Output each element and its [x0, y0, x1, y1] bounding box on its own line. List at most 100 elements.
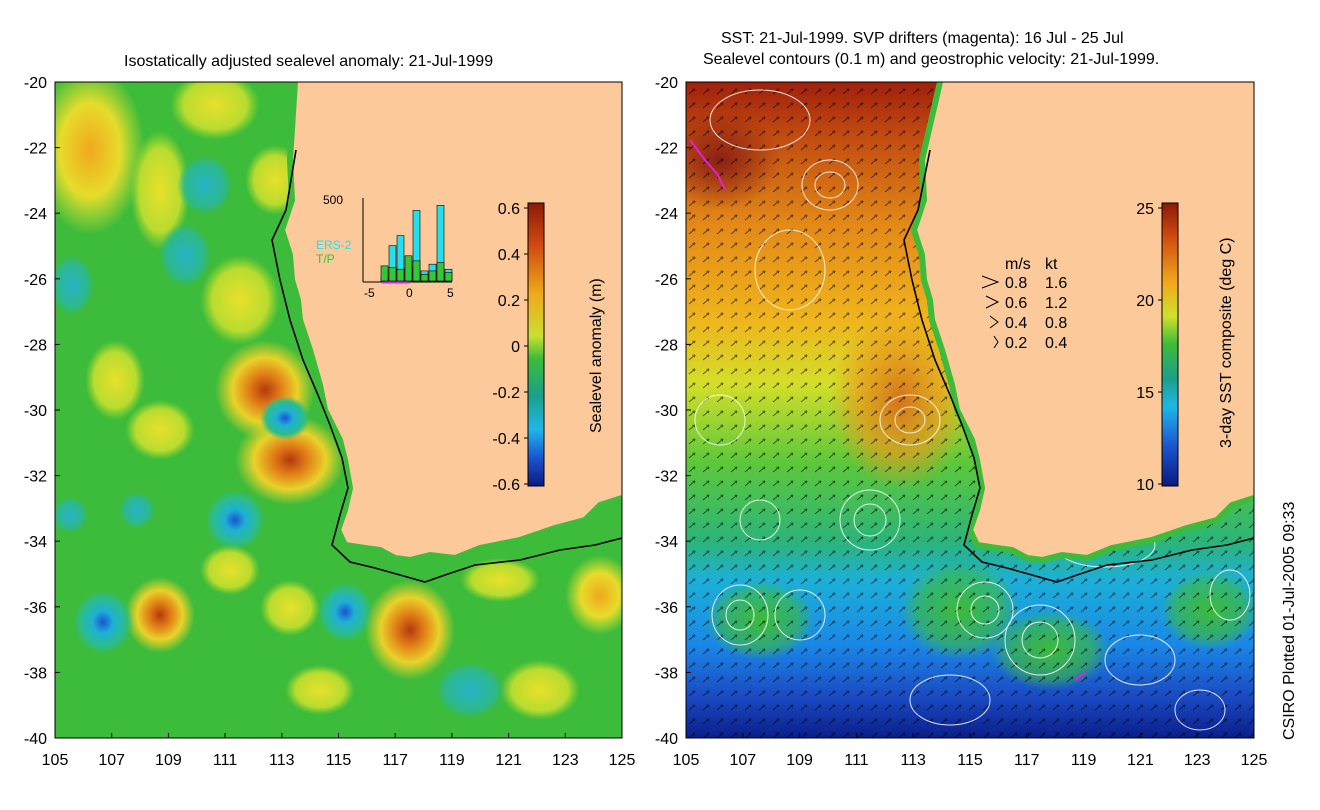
- inset-xtick-0: 0: [406, 286, 413, 300]
- left-lat-label: -24: [24, 206, 47, 223]
- left-colorbar-tick-label: 0.6: [498, 201, 520, 218]
- left-lat-label: -20: [24, 75, 47, 92]
- left-lon-label: 121: [495, 752, 522, 769]
- right-lat-label: -28: [655, 337, 678, 354]
- speed-legend-arrow-icon: [985, 295, 1000, 309]
- right-map: [686, 82, 1254, 738]
- right-sealevel-contours: [694, 89, 1251, 731]
- right-colorbar-ramp: [1161, 202, 1179, 487]
- speed-legend-ms: 0.6: [1005, 295, 1027, 312]
- left-lat-label: -38: [24, 665, 47, 682]
- inset-bar-tp: [388, 267, 397, 282]
- inset-bars: [380, 205, 453, 282]
- left-lat-label: -30: [24, 403, 47, 420]
- left-lon-label: 117: [382, 752, 408, 769]
- right-colorbar-tick-label: 10: [1136, 477, 1154, 494]
- left-lon-label: 111: [213, 752, 237, 769]
- left-lon-label: 107: [98, 752, 125, 769]
- right-coast-shelf: [910, 82, 1254, 564]
- inset-legend-ers2: ERS-2: [316, 238, 352, 252]
- right-lon-label: 107: [729, 752, 756, 769]
- left-lat-label: -32: [24, 469, 47, 486]
- left-lon-label: 115: [326, 752, 352, 769]
- left-lon-label: 125: [609, 752, 636, 769]
- right-colorbar-tick-label: 25: [1136, 201, 1154, 218]
- footer-credit: CSIRO Plotted 01-Jul-2005 09:33: [1281, 501, 1298, 740]
- right-lat-label: -20: [655, 75, 678, 92]
- right-drifter-track-2: [1074, 672, 1086, 681]
- left-lon-label: 109: [155, 752, 182, 769]
- inset-xtick-5: 5: [447, 286, 454, 300]
- right-colorbar-label: 3-day SST composite (deg C): [1218, 237, 1235, 448]
- speed-legend-kt: 0.4: [1045, 335, 1067, 352]
- left-lat-label: -22: [24, 141, 47, 158]
- left-colorbar: 0.6 0.4 0.2 0 -0.2 -0.4 -0.6: [492, 201, 545, 494]
- right-isobath: [903, 149, 1254, 583]
- right-lon-label: 111: [844, 752, 868, 769]
- left-colorbar-tick-label: -0.6: [492, 477, 520, 494]
- right-colorbar-tick-label: 20: [1136, 293, 1154, 310]
- left-isobath: [271, 149, 622, 583]
- inset-bar-tp: [436, 262, 445, 282]
- left-coast-shelf: [278, 82, 622, 564]
- left-lon-label: 113: [269, 752, 295, 769]
- speed-legend-header-ms: m/s: [1005, 256, 1031, 273]
- inset-bar-tp: [380, 265, 389, 282]
- right-lat-label: -36: [655, 600, 678, 617]
- inset-bar-tp: [444, 272, 453, 282]
- right-lon-label: 125: [1241, 752, 1268, 769]
- right-map-title-line1: SST: 21-Jul-1999. SVP drifters (magenta)…: [721, 30, 1124, 47]
- left-colorbar-tick-label: 0.4: [498, 247, 520, 264]
- left-colorbar-tick-label: -0.2: [492, 385, 520, 402]
- speed-legend-arrow-icon: [993, 335, 999, 349]
- right-drifter-track: [689, 139, 726, 191]
- left-lon-label: 119: [439, 752, 465, 769]
- right-lon-label: 121: [1127, 752, 1154, 769]
- speed-legend-ms: 0.2: [1005, 335, 1027, 352]
- left-colorbar-tick-label: -0.4: [492, 431, 520, 448]
- right-colorbar-tick-label: 15: [1136, 385, 1154, 402]
- inset-bar-tp: [420, 273, 429, 282]
- inset-histogram: 500 ERS-2 T/P -5 0 5: [316, 193, 454, 300]
- right-lat-label: -26: [655, 272, 678, 289]
- left-lon-label: 105: [42, 752, 69, 769]
- right-lat-label: -34: [655, 534, 678, 551]
- left-lat-label: -28: [24, 337, 47, 354]
- right-lon-label: 113: [900, 752, 926, 769]
- right-lon-label: 119: [1071, 752, 1097, 769]
- left-map: [55, 82, 622, 738]
- right-lat-label: -32: [655, 469, 678, 486]
- speed-legend-kt: 1.2: [1045, 295, 1067, 312]
- left-lat-label: -40: [24, 731, 47, 748]
- right-lat-label: -24: [655, 206, 678, 223]
- right-lon-label: 115: [957, 752, 983, 769]
- right-lon-label: 117: [1014, 752, 1040, 769]
- left-lat-label: -36: [24, 600, 47, 617]
- inset-ymax-label: 500: [323, 193, 343, 207]
- inset-bar-tp: [404, 255, 413, 282]
- speed-legend-ms: 0.8: [1005, 275, 1027, 292]
- inset-bar-tp: [412, 260, 421, 282]
- right-lon-label: 123: [1184, 752, 1211, 769]
- speed-legend-header-kt: kt: [1045, 256, 1058, 273]
- left-lon-label: 123: [552, 752, 579, 769]
- speed-legend: m/s kt 0.8 1.6 0.6 1.2 0.4 0.8 0.2 0.4: [981, 256, 1067, 352]
- speed-legend-arrow-icon: [981, 275, 1000, 289]
- speed-legend-ms: 0.4: [1005, 315, 1027, 332]
- speed-legend-kt: 0.8: [1045, 315, 1067, 332]
- inset-bar-tp: [428, 270, 437, 282]
- right-lon-label: 105: [673, 752, 700, 769]
- inset-legend-tp: T/P: [316, 252, 335, 266]
- right-map-axes: -20 -22 -24 -26 -28 -30 -32 -34 -36 -38 -40 105 107 1…: [655, 75, 1268, 769]
- left-colorbar-tick-label: 0.2: [498, 293, 520, 310]
- right-colorbar: 25 20 15 10: [1136, 201, 1179, 494]
- left-lat-label: -34: [24, 534, 47, 551]
- left-colorbar-tick-label: 0: [511, 339, 520, 356]
- right-lat-label: -38: [655, 665, 678, 682]
- left-map-axes: -20 -22 -24 -26 -28 -30 -32 -34 -36 -38 -40 105 107 1…: [24, 75, 636, 769]
- left-map-title: Isostatically adjusted sealevel anomaly:…: [124, 53, 494, 70]
- speed-legend-kt: 1.6: [1045, 275, 1067, 292]
- left-colorbar-label: Sealevel anomaly (m): [588, 278, 605, 433]
- left-colorbar-ticks: 0.6 0.4 0.2 0 -0.2 -0.4 -0.6: [492, 201, 528, 494]
